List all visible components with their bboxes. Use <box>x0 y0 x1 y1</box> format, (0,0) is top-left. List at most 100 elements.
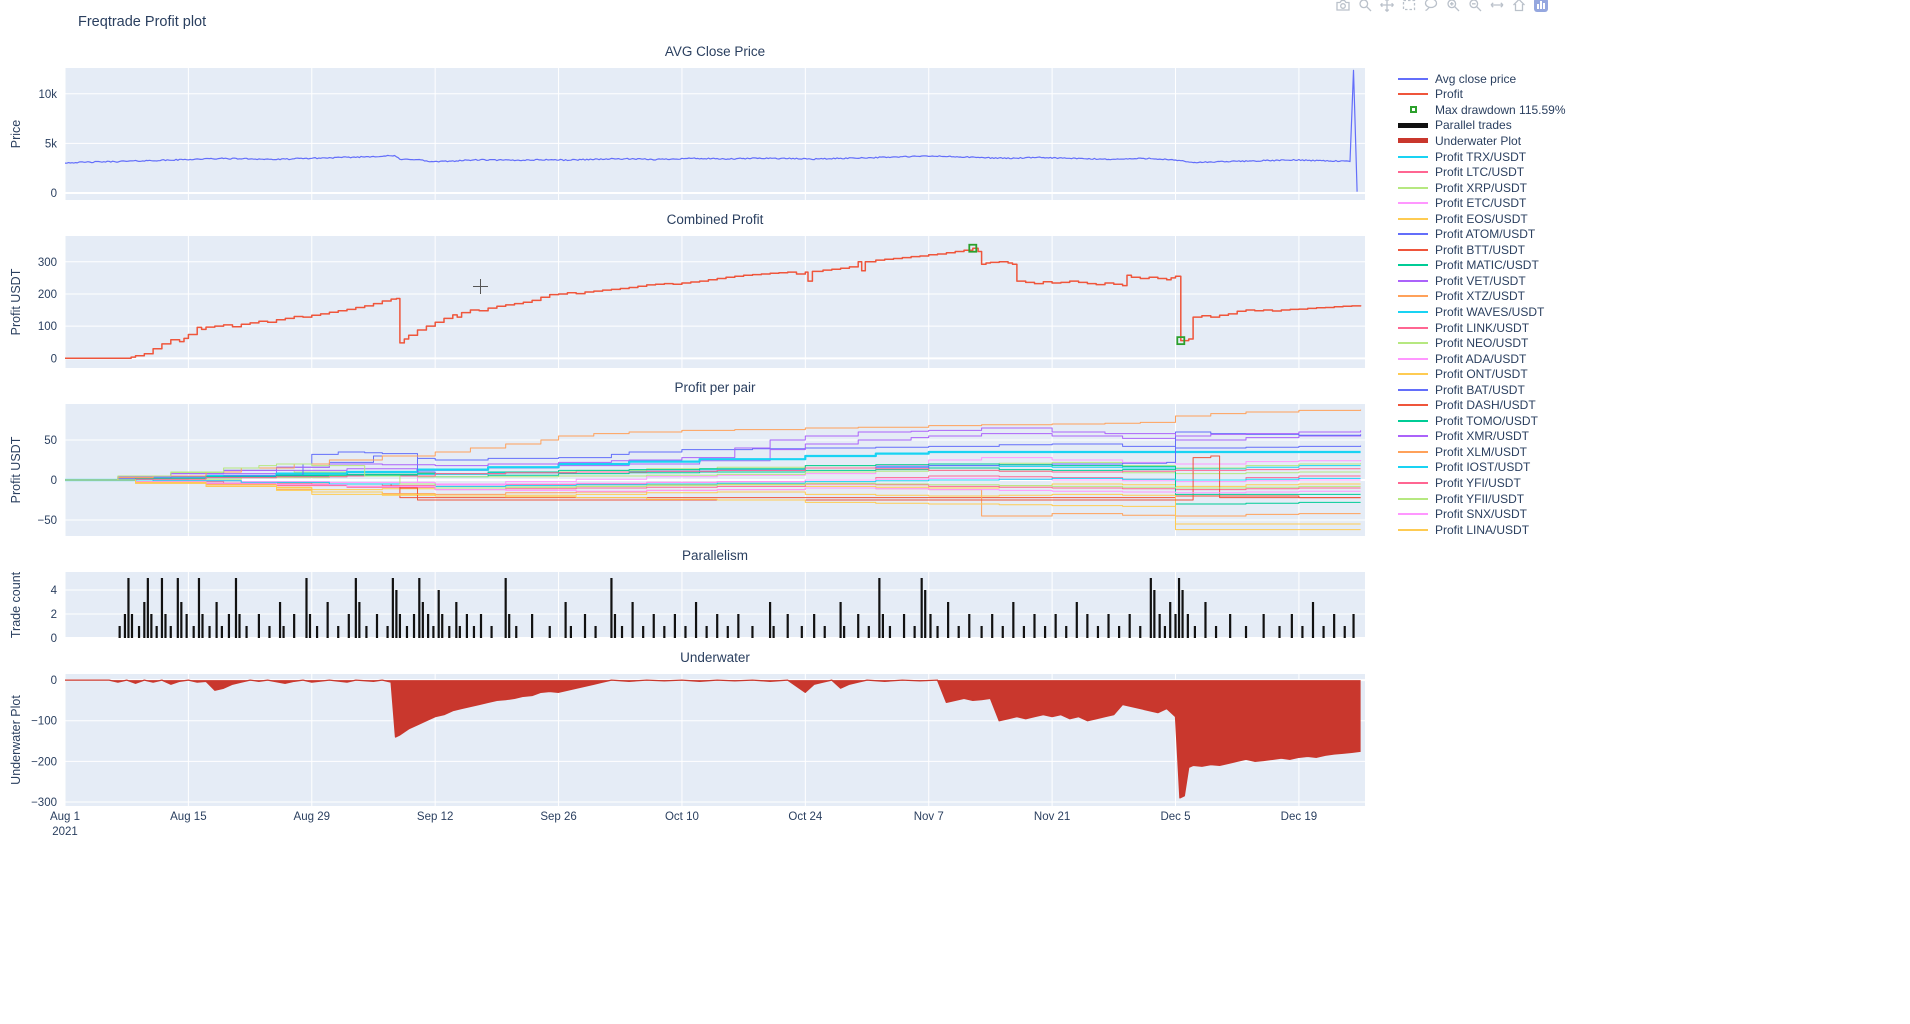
legend-label: Profit TRX/USDT <box>1435 149 1527 164</box>
x-tick-label: Sep 12 <box>416 811 454 823</box>
legend-item-underwater-plot[interactable]: Underwater Plot <box>1398 133 1566 149</box>
legend-line-swatch <box>1398 155 1428 158</box>
legend-label: Profit YFI/USDT <box>1435 475 1521 490</box>
legend-item-profit-iost-usdt[interactable]: Profit IOST/USDT <box>1398 460 1566 476</box>
zoom-out-icon[interactable] <box>1465 0 1484 14</box>
underwater-plot[interactable]: 0 −100 −200 −300 <box>0 674 1385 809</box>
legend-line-swatch <box>1398 264 1428 267</box>
legend-item-profit-neo-usdt[interactable]: Profit NEO/USDT <box>1398 335 1566 351</box>
x-tick-label: Aug 29 <box>293 811 330 823</box>
plotly-logo-icon[interactable] <box>1531 0 1550 14</box>
legend-item-profit-xrp-usdt[interactable]: Profit XRP/USDT <box>1398 180 1566 196</box>
legend-label: Profit SNX/USDT <box>1435 507 1528 522</box>
legend-label: Profit ADA/USDT <box>1435 351 1527 366</box>
legend-line-swatch <box>1398 357 1428 360</box>
pan-icon[interactable] <box>1377 0 1396 14</box>
legend-label: Profit NEO/USDT <box>1435 336 1529 351</box>
subplot-title-avg-close-price: AVG Close Price <box>664 44 766 59</box>
legend-item-profit-link-usdt[interactable]: Profit LINK/USDT <box>1398 320 1566 336</box>
legend-item-profit-xtz-usdt[interactable]: Profit XTZ/USDT <box>1398 289 1566 305</box>
svg-text:−200: −200 <box>31 756 57 768</box>
svg-text:0: 0 <box>51 633 57 645</box>
legend-item-profit-vet-usdt[interactable]: Profit VET/USDT <box>1398 273 1566 289</box>
legend-line-swatch <box>1398 93 1428 96</box>
parallelism-plot[interactable]: 0 2 4 <box>0 572 1385 645</box>
legend-label: Profit XLM/USDT <box>1435 444 1528 459</box>
legend-item-profit-xmr-usdt[interactable]: Profit XMR/USDT <box>1398 429 1566 445</box>
camera-icon[interactable] <box>1333 0 1352 14</box>
x-tick-label: Dec 5 <box>1160 811 1191 823</box>
legend-line-swatch <box>1398 326 1428 329</box>
legend-item-profit-btt-usdt[interactable]: Profit BTT/USDT <box>1398 242 1566 258</box>
svg-text:50: 50 <box>44 435 57 447</box>
reset-axes-icon[interactable] <box>1509 0 1528 14</box>
legend-label: Profit DASH/USDT <box>1435 398 1536 413</box>
plotly-modebar <box>1333 0 1550 17</box>
x-tick-label: Oct 24 <box>788 811 823 823</box>
legend-label: Profit TOMO/USDT <box>1435 413 1538 428</box>
x-tick-label: Aug 1 2021 <box>49 811 81 838</box>
legend-item-profit-yfii-usdt[interactable]: Profit YFII/USDT <box>1398 491 1566 507</box>
legend-label: Profit ETC/USDT <box>1435 196 1527 211</box>
avg-close-price-plot[interactable]: 0 5k 10k <box>0 68 1385 200</box>
zoom-icon[interactable] <box>1355 0 1374 14</box>
legend-item-profit-yfi-usdt[interactable]: Profit YFI/USDT <box>1398 475 1566 491</box>
combined-profit-plot[interactable]: 0 100 200 300 <box>0 236 1385 368</box>
profit-per-pair-plot[interactable]: −50 0 50 <box>0 404 1385 536</box>
legend-item-profit-snx-usdt[interactable]: Profit SNX/USDT <box>1398 506 1566 522</box>
subplot-underwater: Underwater Underwater Plot 0 −100 −200 −300 <box>0 650 1385 809</box>
legend-line-swatch <box>1398 435 1428 438</box>
legend-item-profit-etc-usdt[interactable]: Profit ETC/USDT <box>1398 195 1566 211</box>
legend-label: Parallel trades <box>1435 118 1512 133</box>
legend: Avg close price Profit Max drawdown 115.59… <box>1398 71 1566 537</box>
legend-item-profit-xlm-usdt[interactable]: Profit XLM/USDT <box>1398 444 1566 460</box>
legend-label: Profit XTZ/USDT <box>1435 289 1526 304</box>
svg-text:−100: −100 <box>31 716 57 728</box>
legend-line-swatch <box>1398 419 1428 422</box>
legend-line-swatch <box>1398 295 1428 298</box>
lasso-icon[interactable] <box>1421 0 1440 14</box>
legend-item-profit-tomo-usdt[interactable]: Profit TOMO/USDT <box>1398 413 1566 429</box>
legend-item-max-drawdown-115-59[interactable]: Max drawdown 115.59% <box>1398 102 1566 118</box>
legend-line-swatch <box>1398 373 1428 376</box>
svg-text:200: 200 <box>38 289 57 301</box>
legend-label: Profit ONT/USDT <box>1435 367 1528 382</box>
legend-item-parallel-trades[interactable]: Parallel trades <box>1398 118 1566 134</box>
legend-item-profit-trx-usdt[interactable]: Profit TRX/USDT <box>1398 149 1566 165</box>
legend-line-swatch <box>1398 248 1428 251</box>
svg-text:10k: 10k <box>38 89 57 101</box>
legend-item-profit-eos-usdt[interactable]: Profit EOS/USDT <box>1398 211 1566 227</box>
legend-item-profit-atom-usdt[interactable]: Profit ATOM/USDT <box>1398 226 1566 242</box>
x-tick-label: Aug 15 <box>170 811 207 823</box>
svg-text:2: 2 <box>51 609 57 621</box>
zoom-in-icon[interactable] <box>1443 0 1462 14</box>
legend-item-profit-lina-usdt[interactable]: Profit LINA/USDT <box>1398 522 1566 538</box>
legend-label: Profit YFII/USDT <box>1435 491 1525 506</box>
legend-line-swatch <box>1398 77 1428 80</box>
legend-label: Profit LINA/USDT <box>1435 522 1530 537</box>
subplot-title-parallelism: Parallelism <box>681 548 749 563</box>
legend-item-profit-bat-usdt[interactable]: Profit BAT/USDT <box>1398 382 1566 398</box>
legend-item-profit-waves-usdt[interactable]: Profit WAVES/USDT <box>1398 304 1566 320</box>
legend-item-profit-dash-usdt[interactable]: Profit DASH/USDT <box>1398 397 1566 413</box>
svg-text:−300: −300 <box>31 797 57 809</box>
subplot-title-underwater: Underwater <box>680 650 750 665</box>
subplot-combined-profit: Combined Profit Profit USDT 0 100 200 300 <box>0 212 1385 368</box>
legend-item-profit-matic-usdt[interactable]: Profit MATIC/USDT <box>1398 258 1566 274</box>
subplot-title-combined-profit: Combined Profit <box>666 212 764 227</box>
legend-label: Profit ATOM/USDT <box>1435 227 1536 242</box>
legend-item-avg-close-price[interactable]: Avg close price <box>1398 71 1566 87</box>
legend-line-swatch <box>1398 310 1428 313</box>
box-select-icon[interactable] <box>1399 0 1418 14</box>
legend-line-swatch <box>1398 186 1428 189</box>
legend-item-profit[interactable]: Profit <box>1398 87 1566 103</box>
legend-label: Profit IOST/USDT <box>1435 460 1531 475</box>
legend-line-swatch <box>1398 279 1428 282</box>
svg-text:0: 0 <box>51 188 57 200</box>
legend-item-profit-ada-usdt[interactable]: Profit ADA/USDT <box>1398 351 1566 367</box>
legend-item-profit-ltc-usdt[interactable]: Profit LTC/USDT <box>1398 164 1566 180</box>
legend-item-profit-ont-usdt[interactable]: Profit ONT/USDT <box>1398 366 1566 382</box>
legend-label: Profit LTC/USDT <box>1435 165 1525 180</box>
autoscale-icon[interactable] <box>1487 0 1506 14</box>
